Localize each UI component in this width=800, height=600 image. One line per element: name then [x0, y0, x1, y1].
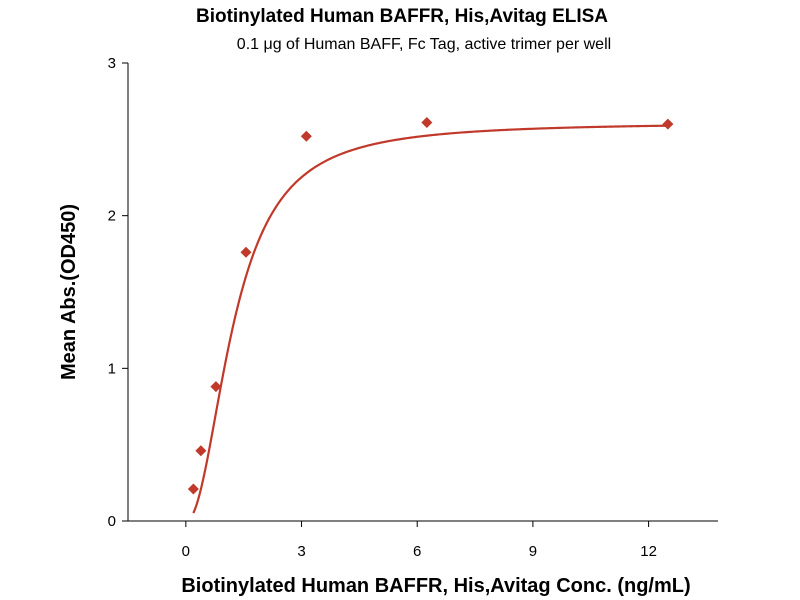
data-point — [421, 117, 433, 129]
y-tick-label: 0 — [108, 513, 116, 530]
data-point — [662, 118, 674, 130]
x-tick-label: 6 — [413, 543, 421, 560]
y-tick-label: 2 — [108, 208, 116, 225]
y-axis-label: Mean Abs.(OD450) — [58, 204, 80, 380]
fit-curve — [192, 124, 668, 514]
data-point — [187, 483, 199, 495]
data-point — [300, 130, 312, 142]
data-point — [210, 381, 222, 393]
data-points — [187, 117, 674, 495]
x-axis-ticks: 0 3 6 9 12 — [182, 521, 657, 560]
y-tick-label: 1 — [108, 360, 116, 377]
x-tick-label: 3 — [297, 543, 305, 560]
y-tick-label: 3 — [108, 55, 116, 72]
y-axis-ticks: 0 1 2 3 — [108, 55, 128, 530]
data-point — [240, 246, 252, 258]
x-axis-label: Biotinylated Human BAFFR, His,Avitag Con… — [181, 575, 690, 597]
chart-title: Biotinylated Human BAFFR, His,Avitag ELI… — [196, 6, 608, 27]
chart-subtitle: 0.1 μg of Human BAFF, Fc Tag, active tri… — [237, 36, 611, 53]
x-tick-label: 0 — [182, 543, 190, 560]
data-point — [195, 445, 207, 457]
x-tick-label: 9 — [529, 543, 537, 560]
x-tick-label: 12 — [640, 543, 657, 560]
